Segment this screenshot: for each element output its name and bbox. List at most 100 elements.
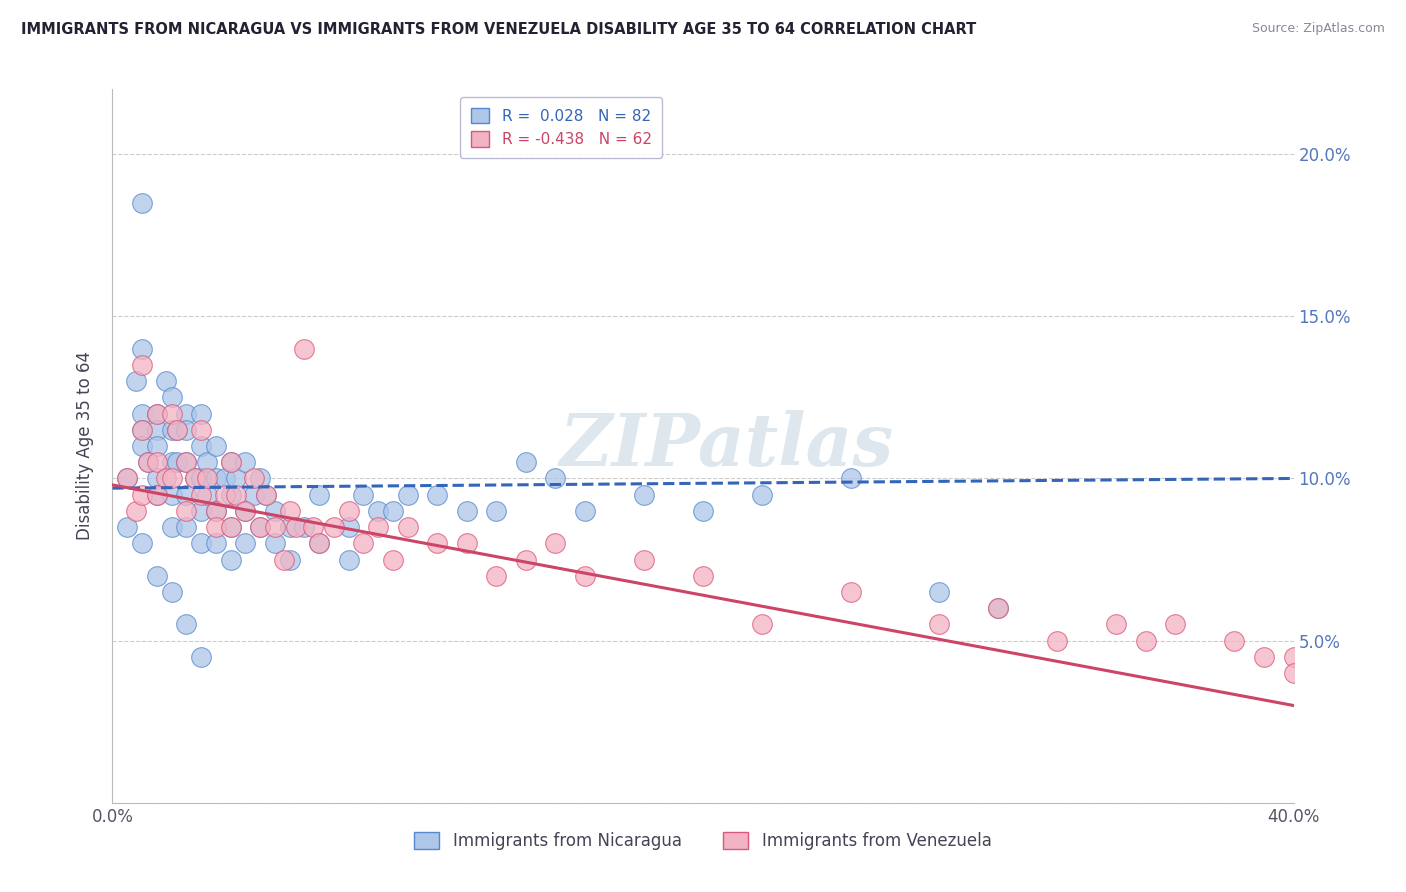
Point bbox=[278, 520, 301, 534]
Point bbox=[1282, 666, 1305, 681]
Point bbox=[174, 504, 197, 518]
Point bbox=[146, 439, 169, 453]
Point bbox=[337, 552, 360, 566]
Point bbox=[117, 520, 138, 534]
Point bbox=[233, 536, 256, 550]
Point bbox=[136, 455, 159, 469]
Text: IMMIGRANTS FROM NICARAGUA VS IMMIGRANTS FROM VENEZUELA DISABILITY AGE 35 TO 64 C: IMMIGRANTS FROM NICARAGUA VS IMMIGRANTS … bbox=[21, 22, 976, 37]
Point bbox=[205, 504, 228, 518]
Point bbox=[243, 488, 266, 502]
Point bbox=[292, 342, 315, 356]
Point bbox=[155, 374, 177, 388]
Point bbox=[302, 520, 325, 534]
Point bbox=[337, 520, 360, 534]
Point bbox=[190, 407, 212, 421]
Point bbox=[928, 585, 950, 599]
Text: ZIPatlas: ZIPatlas bbox=[560, 410, 894, 482]
Point bbox=[190, 649, 212, 664]
Point bbox=[254, 488, 277, 502]
Point bbox=[987, 601, 1010, 615]
Legend: Immigrants from Nicaragua, Immigrants from Venezuela: Immigrants from Nicaragua, Immigrants fr… bbox=[406, 824, 1000, 859]
Point bbox=[367, 520, 389, 534]
Point bbox=[195, 471, 218, 485]
Point bbox=[146, 488, 169, 502]
Point bbox=[184, 471, 207, 485]
Point bbox=[219, 552, 242, 566]
Point bbox=[367, 504, 389, 518]
Point bbox=[264, 520, 287, 534]
Point bbox=[174, 617, 197, 632]
Point bbox=[190, 471, 212, 485]
Point bbox=[633, 552, 655, 566]
Point bbox=[166, 423, 188, 437]
Point bbox=[692, 504, 714, 518]
Point bbox=[544, 471, 567, 485]
Point bbox=[544, 536, 567, 550]
Point bbox=[292, 520, 315, 534]
Point bbox=[1282, 649, 1305, 664]
Point bbox=[1105, 617, 1128, 632]
Point bbox=[160, 407, 183, 421]
Point bbox=[233, 504, 256, 518]
Point bbox=[190, 439, 212, 453]
Point bbox=[839, 585, 862, 599]
Point bbox=[131, 536, 153, 550]
Point bbox=[131, 423, 153, 437]
Point bbox=[155, 471, 177, 485]
Point bbox=[243, 471, 266, 485]
Point bbox=[396, 520, 419, 534]
Point bbox=[751, 488, 773, 502]
Point bbox=[308, 488, 330, 502]
Point bbox=[184, 471, 207, 485]
Point bbox=[195, 488, 218, 502]
Point bbox=[1046, 633, 1069, 648]
Point bbox=[574, 568, 596, 582]
Point bbox=[219, 455, 242, 469]
Point bbox=[190, 536, 212, 550]
Point bbox=[249, 520, 271, 534]
Point bbox=[225, 471, 247, 485]
Point bbox=[174, 455, 197, 469]
Point bbox=[382, 552, 405, 566]
Point bbox=[117, 471, 138, 485]
Point bbox=[219, 520, 242, 534]
Point bbox=[515, 455, 537, 469]
Point bbox=[160, 488, 183, 502]
Point bbox=[1164, 617, 1187, 632]
Point bbox=[160, 390, 183, 404]
Point bbox=[117, 471, 138, 485]
Point bbox=[278, 552, 301, 566]
Point bbox=[308, 536, 330, 550]
Point bbox=[131, 439, 153, 453]
Point bbox=[337, 504, 360, 518]
Point bbox=[205, 520, 228, 534]
Point bbox=[254, 488, 277, 502]
Point bbox=[987, 601, 1010, 615]
Point bbox=[146, 568, 169, 582]
Point bbox=[146, 407, 169, 421]
Point bbox=[166, 455, 188, 469]
Point bbox=[426, 536, 449, 550]
Point bbox=[225, 488, 247, 502]
Point bbox=[219, 488, 242, 502]
Point bbox=[233, 455, 256, 469]
Point bbox=[136, 455, 159, 469]
Point bbox=[146, 407, 169, 421]
Point bbox=[131, 423, 153, 437]
Point bbox=[692, 568, 714, 582]
Text: Source: ZipAtlas.com: Source: ZipAtlas.com bbox=[1251, 22, 1385, 36]
Point bbox=[515, 552, 537, 566]
Point bbox=[456, 504, 478, 518]
Point bbox=[352, 536, 374, 550]
Point bbox=[131, 342, 153, 356]
Point bbox=[278, 504, 301, 518]
Point bbox=[456, 536, 478, 550]
Point bbox=[249, 520, 271, 534]
Point bbox=[160, 585, 183, 599]
Point bbox=[205, 439, 228, 453]
Point bbox=[190, 488, 212, 502]
Point bbox=[382, 504, 405, 518]
Point bbox=[308, 536, 330, 550]
Point bbox=[131, 195, 153, 210]
Point bbox=[264, 536, 287, 550]
